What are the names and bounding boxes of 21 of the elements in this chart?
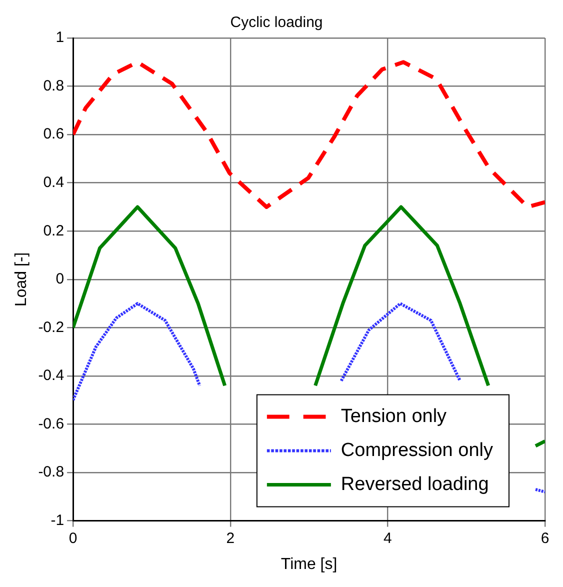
- legend-label: Compression only: [340, 440, 494, 462]
- y-axis-title: Load [-]: [13, 252, 30, 307]
- y-tick-label: -0.4: [38, 367, 64, 384]
- y-tick-label: 1: [56, 29, 64, 46]
- x-tick-label: 6: [540, 530, 550, 547]
- x-tick-label: 4: [384, 530, 392, 547]
- y-tick-label: -0.6: [38, 415, 64, 432]
- y-tick-label: 0.4: [43, 174, 64, 191]
- y-tick-label: 0: [56, 270, 64, 288]
- x-axis-title: Time [s]: [280, 556, 338, 573]
- x-tick-label: 2: [226, 530, 235, 547]
- y-tick-label: 0.2: [43, 222, 64, 240]
- y-tick-label: -0.2: [38, 318, 64, 336]
- y-tick-label: -1: [50, 512, 64, 529]
- x-tick-label: 0: [68, 530, 78, 547]
- y-tick-label: 0.8: [43, 77, 64, 94]
- y-tick-label: 0.6: [43, 126, 64, 143]
- y-tick-label: -0.8: [38, 464, 64, 481]
- legend-label: Reversed loading: [340, 474, 489, 496]
- chart-title: Cyclic loading: [230, 14, 323, 32]
- legend-label: Tension only: [340, 406, 448, 428]
